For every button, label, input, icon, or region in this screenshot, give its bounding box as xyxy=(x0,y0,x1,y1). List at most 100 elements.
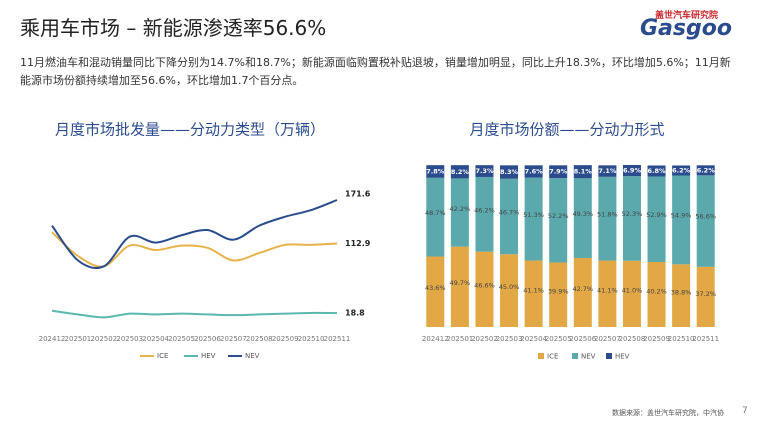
bar-segment xyxy=(573,178,592,258)
bar-segment xyxy=(696,175,715,267)
series-line xyxy=(51,309,338,319)
data-label: 171.6 xyxy=(345,190,371,199)
series-line xyxy=(51,231,338,268)
bar-segment xyxy=(573,165,592,179)
x-tick-label: 202504 xyxy=(520,335,547,343)
bar-segment xyxy=(672,165,691,176)
data-label: 37.2% xyxy=(695,290,716,298)
data-label: 7.3% xyxy=(475,167,494,175)
data-label: 41.1% xyxy=(597,286,618,294)
bar-segment xyxy=(647,165,666,177)
legend-label: ICE xyxy=(157,352,168,360)
x-tick-label: 202508 xyxy=(246,335,273,343)
bar-segment xyxy=(549,165,568,179)
data-label: 41.0% xyxy=(622,287,643,295)
x-tick-label: 202502 xyxy=(90,335,117,343)
legend-swatch xyxy=(538,353,544,359)
bar-segment xyxy=(450,165,469,179)
bar-segment xyxy=(598,176,617,261)
x-tick-label: 202412 xyxy=(422,335,449,343)
data-label: 56.6% xyxy=(695,213,716,221)
legend-label: HEV xyxy=(201,352,216,360)
bar-segment xyxy=(672,175,691,265)
data-label: 42.7% xyxy=(572,285,593,293)
bar-segment xyxy=(622,260,641,327)
x-tick-label: 202505 xyxy=(545,335,572,343)
data-label: 45.0% xyxy=(499,283,520,291)
x-tick-label: 202508 xyxy=(619,335,646,343)
x-tick-label: 202506 xyxy=(569,335,596,343)
data-label: 38.8% xyxy=(671,288,692,296)
x-tick-label: 202507 xyxy=(220,335,247,343)
summary: 11月燃油车和混动销量同比下降分别为14.7%和18.7%；新能源面临购置税补贴… xyxy=(20,56,731,87)
data-label: 8.1% xyxy=(574,168,593,176)
x-tick-label: 202509 xyxy=(272,335,299,343)
page-number: 7 xyxy=(742,406,748,416)
data-label: 6.2% xyxy=(672,166,691,174)
data-label: 7.6% xyxy=(525,167,544,175)
bar-segment xyxy=(524,165,543,178)
data-label: 6.9% xyxy=(623,167,642,175)
data-label: 112.9 xyxy=(345,239,371,248)
data-label: 39.9% xyxy=(548,288,569,296)
legend-label: HEV xyxy=(615,353,630,361)
bar-segment xyxy=(475,251,494,327)
x-tick-label: 202507 xyxy=(594,335,621,343)
data-label: 40.2% xyxy=(646,287,667,295)
legend-label: ICE xyxy=(547,353,558,361)
x-tick-label: 202510 xyxy=(668,335,695,343)
bar-segment xyxy=(475,176,494,252)
data-label: 18.8 xyxy=(345,309,365,318)
data-label: 49.7% xyxy=(450,279,471,287)
x-tick-label: 202501 xyxy=(447,335,474,343)
data-label: 7.9% xyxy=(549,168,568,176)
bar-segment xyxy=(573,257,592,327)
data-label: 8.2% xyxy=(451,168,470,176)
bar-segment xyxy=(672,264,691,327)
x-tick-label: 202511 xyxy=(692,335,719,343)
data-label: 52.3% xyxy=(622,210,643,218)
chart-title: 月度市场份额——分动力形式 xyxy=(469,121,664,139)
bar-segment xyxy=(426,256,445,327)
x-tick-label: 202505 xyxy=(168,335,195,343)
data-label: 49.3% xyxy=(572,210,593,218)
bar-segment xyxy=(647,176,666,263)
bar-segment xyxy=(549,178,568,263)
x-tick-label: 202502 xyxy=(471,335,498,343)
x-tick-label: 202506 xyxy=(194,335,221,343)
bar-segment xyxy=(475,165,494,177)
bar-segment xyxy=(622,176,641,261)
data-label: 52.9% xyxy=(646,211,667,219)
chart-title: 月度市场批发量——分动力类型（万辆） xyxy=(55,121,325,139)
data-label: 8.3% xyxy=(500,168,519,176)
legend-swatch xyxy=(606,353,612,359)
source: 数据来源：盖世汽车研究院，中汽协 xyxy=(612,409,724,417)
logo-name: 盖世汽车研究院 xyxy=(655,11,719,21)
data-label: 46.2% xyxy=(474,207,495,215)
bar-segment xyxy=(549,262,568,327)
bar-segment xyxy=(598,165,617,177)
data-label: 48.7% xyxy=(425,209,446,217)
data-label: 6.8% xyxy=(648,167,667,175)
x-tick-label: 202509 xyxy=(643,335,670,343)
slide-title: 乘用车市场 – 新能源渗透率56.6% xyxy=(20,16,327,40)
legend-label: NEV xyxy=(245,352,260,360)
bar-segment xyxy=(426,177,445,257)
x-tick-label: 202504 xyxy=(142,335,169,343)
data-label: 43.6% xyxy=(425,284,446,292)
bar-segment xyxy=(524,260,543,327)
data-label: 6.2% xyxy=(697,166,716,174)
bar-segment xyxy=(524,177,543,261)
bar-segment xyxy=(450,178,469,247)
x-tick-label: 202501 xyxy=(65,335,92,343)
x-tick-label: 202511 xyxy=(324,335,351,343)
bar-segment xyxy=(647,262,666,327)
data-label: 52.2% xyxy=(548,212,569,220)
data-label: 54.9% xyxy=(671,211,692,219)
x-tick-label: 202510 xyxy=(298,335,325,343)
x-tick-label: 202503 xyxy=(116,335,143,343)
bar-segment xyxy=(696,266,715,327)
data-label: 7.8% xyxy=(426,167,445,175)
x-tick-label: 202503 xyxy=(496,335,523,343)
